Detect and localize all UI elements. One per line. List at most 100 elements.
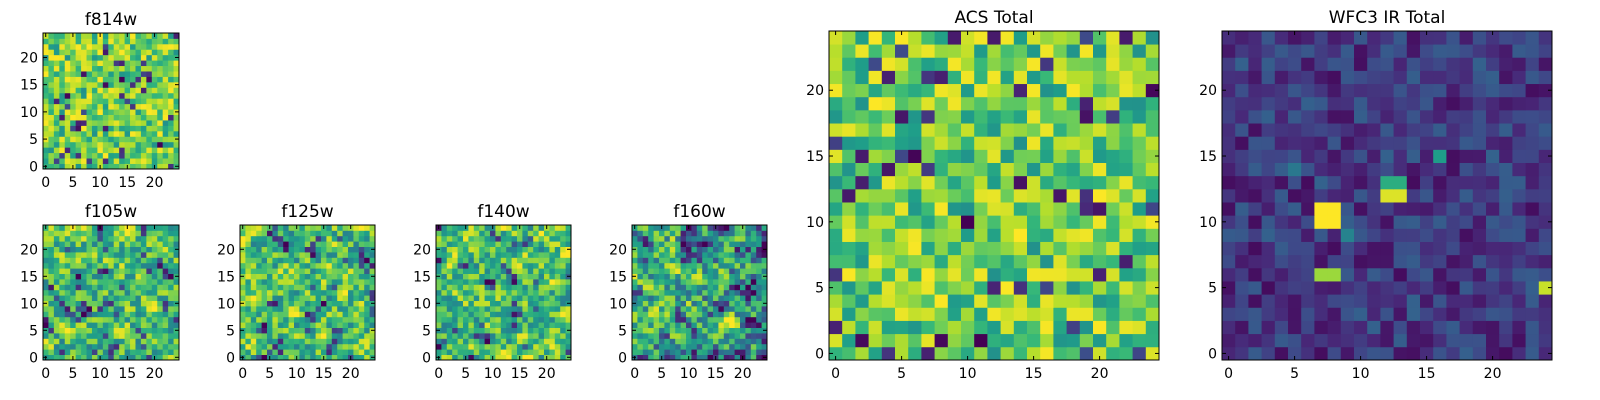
x-tick-label: 0 [434,366,443,382]
heatmap-cell [750,343,757,350]
heatmap-cell [686,289,692,296]
heatmap-cell [1013,83,1028,98]
heatmap-cell [130,43,136,50]
heatmap-cell [250,338,257,345]
heatmap-cell [353,322,360,328]
heatmap-cell [124,316,131,323]
heatmap-cell [277,273,284,280]
heatmap-cell [113,33,120,39]
heatmap-cell [1288,254,1302,269]
heatmap-cell [473,225,480,231]
heatmap-cell [321,257,327,264]
y-tick-label: 10 [806,215,824,231]
heatmap-cell [113,147,120,154]
heatmap-cell [895,123,909,137]
y-tick-label: 5 [226,323,235,339]
heatmap-cell [331,354,338,361]
heatmap-cell [565,230,572,237]
heatmap-cell [881,109,896,124]
heatmap-cell [533,289,539,296]
heatmap-cell [1340,162,1355,177]
heatmap-cell [675,338,681,345]
heatmap-cell [517,349,523,355]
heatmap-cell [745,311,752,318]
heatmap-cell [64,136,71,143]
heatmap-cell [140,230,147,237]
heatmap-cell [81,65,87,72]
heatmap-cell [331,300,338,307]
heatmap-cell [696,300,703,307]
heatmap-cell [64,316,71,323]
heatmap-cell [1119,241,1133,256]
heatmap-cell [256,235,262,242]
heatmap-cell [457,316,464,323]
heatmap-cell [441,295,448,301]
heatmap-cell [102,98,109,105]
heatmap-cell [457,225,464,231]
heatmap-cell [1380,307,1394,321]
heatmap-cell [315,338,322,345]
heatmap-cell [1301,149,1315,163]
heatmap-cell [151,279,158,285]
heatmap-cell [173,333,180,339]
heatmap-cell [1079,333,1094,348]
heatmap-cell [675,235,681,242]
heatmap-cell [686,241,692,247]
heatmap-cell [1079,188,1094,203]
heatmap-cell [102,125,109,132]
heatmap-cell [468,284,475,291]
heatmap-cell [53,246,60,253]
heatmap-cell [140,103,147,110]
heatmap-cell [86,114,93,121]
heatmap-cell [511,225,518,231]
heatmap-cell [686,295,692,301]
heatmap-cell [511,284,518,291]
heatmap-cell [1013,162,1028,177]
heatmap-cell [895,57,909,71]
heatmap-cell [97,235,104,242]
heatmap-cell [664,225,671,231]
heatmap-cell [157,136,164,143]
heatmap-cell [1222,83,1236,98]
heatmap-cell [745,279,752,285]
heatmap-cell [48,38,55,45]
heatmap-cell [1288,83,1302,98]
heatmap-cell [729,279,735,285]
heatmap-cell [75,289,82,296]
heatmap-cell [1459,162,1474,177]
heatmap-cell [533,338,539,345]
heatmap-cell [135,300,142,307]
heatmap-cell [294,246,300,253]
heatmap-cell [446,354,453,361]
heatmap-cell [1446,333,1460,348]
heatmap-cell [310,306,316,312]
heatmap-cell [1119,346,1133,361]
heatmap-cell [135,114,142,121]
heatmap-cell [124,338,131,345]
heatmap-cell [947,70,962,85]
heatmap-cell [337,289,343,296]
heatmap-cell [124,230,131,237]
heatmap-cell [517,230,523,237]
heatmap-cell [342,262,349,269]
heatmap-cell [1013,202,1028,216]
heatmap-cell [987,333,1001,348]
heatmap-cell [162,92,169,99]
heatmap-cell [1314,307,1328,321]
heatmap-cell [326,225,333,231]
heatmap-cell [544,349,550,355]
heatmap-cell [1525,346,1540,361]
heatmap-cell [463,316,469,323]
heatmap-cell [895,70,909,85]
heatmap-cell [756,246,762,253]
heatmap-cell [348,252,354,258]
heatmap-cell [723,327,730,334]
heatmap-cell [43,125,49,132]
heatmap-cell [713,262,719,269]
heatmap-cell [168,87,174,94]
y-tick-label: 5 [815,281,824,297]
heatmap-cell [1340,307,1355,321]
heatmap-cell [1093,109,1107,124]
heatmap-cell [1380,346,1394,361]
heatmap-cell [468,273,475,280]
